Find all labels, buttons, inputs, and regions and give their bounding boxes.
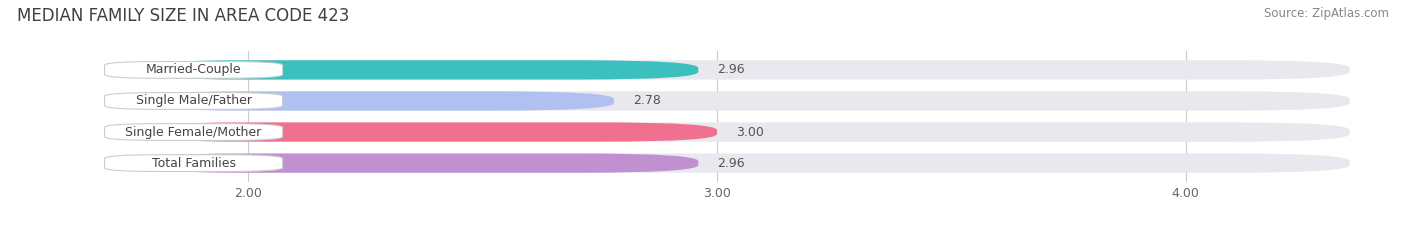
Text: Married-Couple: Married-Couple — [146, 63, 242, 76]
Text: MEDIAN FAMILY SIZE IN AREA CODE 423: MEDIAN FAMILY SIZE IN AREA CODE 423 — [17, 7, 349, 25]
FancyBboxPatch shape — [131, 60, 1350, 79]
FancyBboxPatch shape — [104, 124, 283, 140]
FancyBboxPatch shape — [131, 154, 1350, 173]
FancyBboxPatch shape — [104, 93, 283, 109]
Text: Source: ZipAtlas.com: Source: ZipAtlas.com — [1264, 7, 1389, 20]
FancyBboxPatch shape — [131, 91, 614, 111]
Text: 2.96: 2.96 — [717, 157, 745, 170]
Text: 2.96: 2.96 — [717, 63, 745, 76]
Text: 3.00: 3.00 — [735, 126, 763, 139]
Text: Total Families: Total Families — [152, 157, 236, 170]
FancyBboxPatch shape — [131, 91, 1350, 111]
Text: 2.78: 2.78 — [633, 94, 661, 107]
FancyBboxPatch shape — [131, 154, 699, 173]
Text: Single Male/Father: Single Male/Father — [135, 94, 252, 107]
FancyBboxPatch shape — [104, 155, 283, 171]
FancyBboxPatch shape — [104, 62, 283, 78]
FancyBboxPatch shape — [131, 60, 699, 79]
FancyBboxPatch shape — [131, 122, 1350, 142]
FancyBboxPatch shape — [131, 122, 717, 142]
Text: Single Female/Mother: Single Female/Mother — [125, 126, 262, 139]
